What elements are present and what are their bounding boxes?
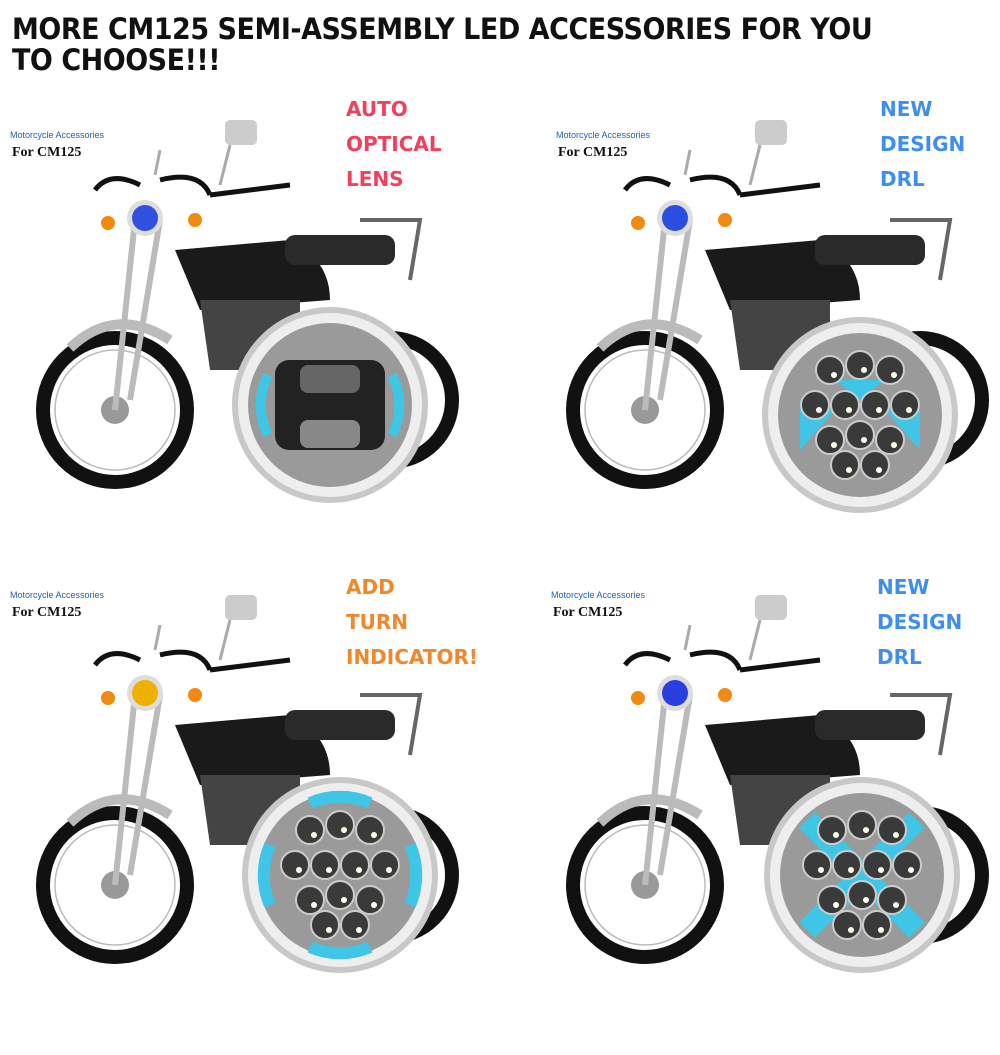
feature-line: DESIGN (877, 610, 963, 634)
motorcycle-photo (566, 120, 989, 513)
feature-text: NEW DESIGN DRL (880, 92, 965, 197)
feature-line: ADD (346, 575, 395, 599)
feature-line: DRL (877, 645, 922, 669)
page-title: MORE CM125 SEMI-ASSEMBLY LED ACCESSORIES… (12, 12, 873, 77)
brand-label: Motorcycle Accessories (10, 130, 105, 140)
feature-line: NEW (880, 97, 933, 121)
feature-line: AUTO (346, 97, 408, 121)
feature-line: NEW (877, 575, 930, 599)
motorcycle-photo (36, 595, 459, 973)
brand-label: Motorcycle Accessories (10, 590, 105, 600)
feature-line: DRL (880, 167, 925, 191)
headlight-closeup (762, 317, 958, 513)
model-label: For CM125 (12, 605, 82, 620)
headlight-closeup (242, 777, 438, 973)
product-panel: Motorcycle Accessories For CM125 ADD TURN… (0, 575, 500, 1055)
feature-line: DESIGN (880, 132, 966, 156)
product-panel: Motorcycle Accessories For CM125 AUTO OPT… (0, 97, 500, 580)
feature-text: NEW DESIGN DRL (877, 570, 962, 675)
feature-line: OPTICAL (346, 132, 442, 156)
product-panel: Motorcycle Accessories For CM125 NEW DESI… (530, 97, 1000, 580)
model-label: For CM125 (558, 145, 628, 160)
model-label: For CM125 (553, 605, 623, 620)
model-label: For CM125 (12, 145, 82, 160)
motorcycle-photo (36, 120, 459, 503)
motorcycle-photo (566, 595, 989, 973)
feature-text: AUTO OPTICAL LENS (346, 92, 442, 197)
feature-line: TURN (346, 610, 409, 634)
feature-line: INDICATOR! (346, 645, 478, 669)
headlight-closeup (232, 307, 428, 503)
brand-label: Motorcycle Accessories (551, 590, 646, 600)
headlight-closeup (764, 777, 960, 973)
brand-label: Motorcycle Accessories (556, 130, 651, 140)
feature-text: ADD TURN INDICATOR! (346, 570, 478, 675)
feature-line: LENS (346, 167, 404, 191)
product-panel: Motorcycle Accessories For CM125 NEW DESI… (530, 575, 1000, 1055)
